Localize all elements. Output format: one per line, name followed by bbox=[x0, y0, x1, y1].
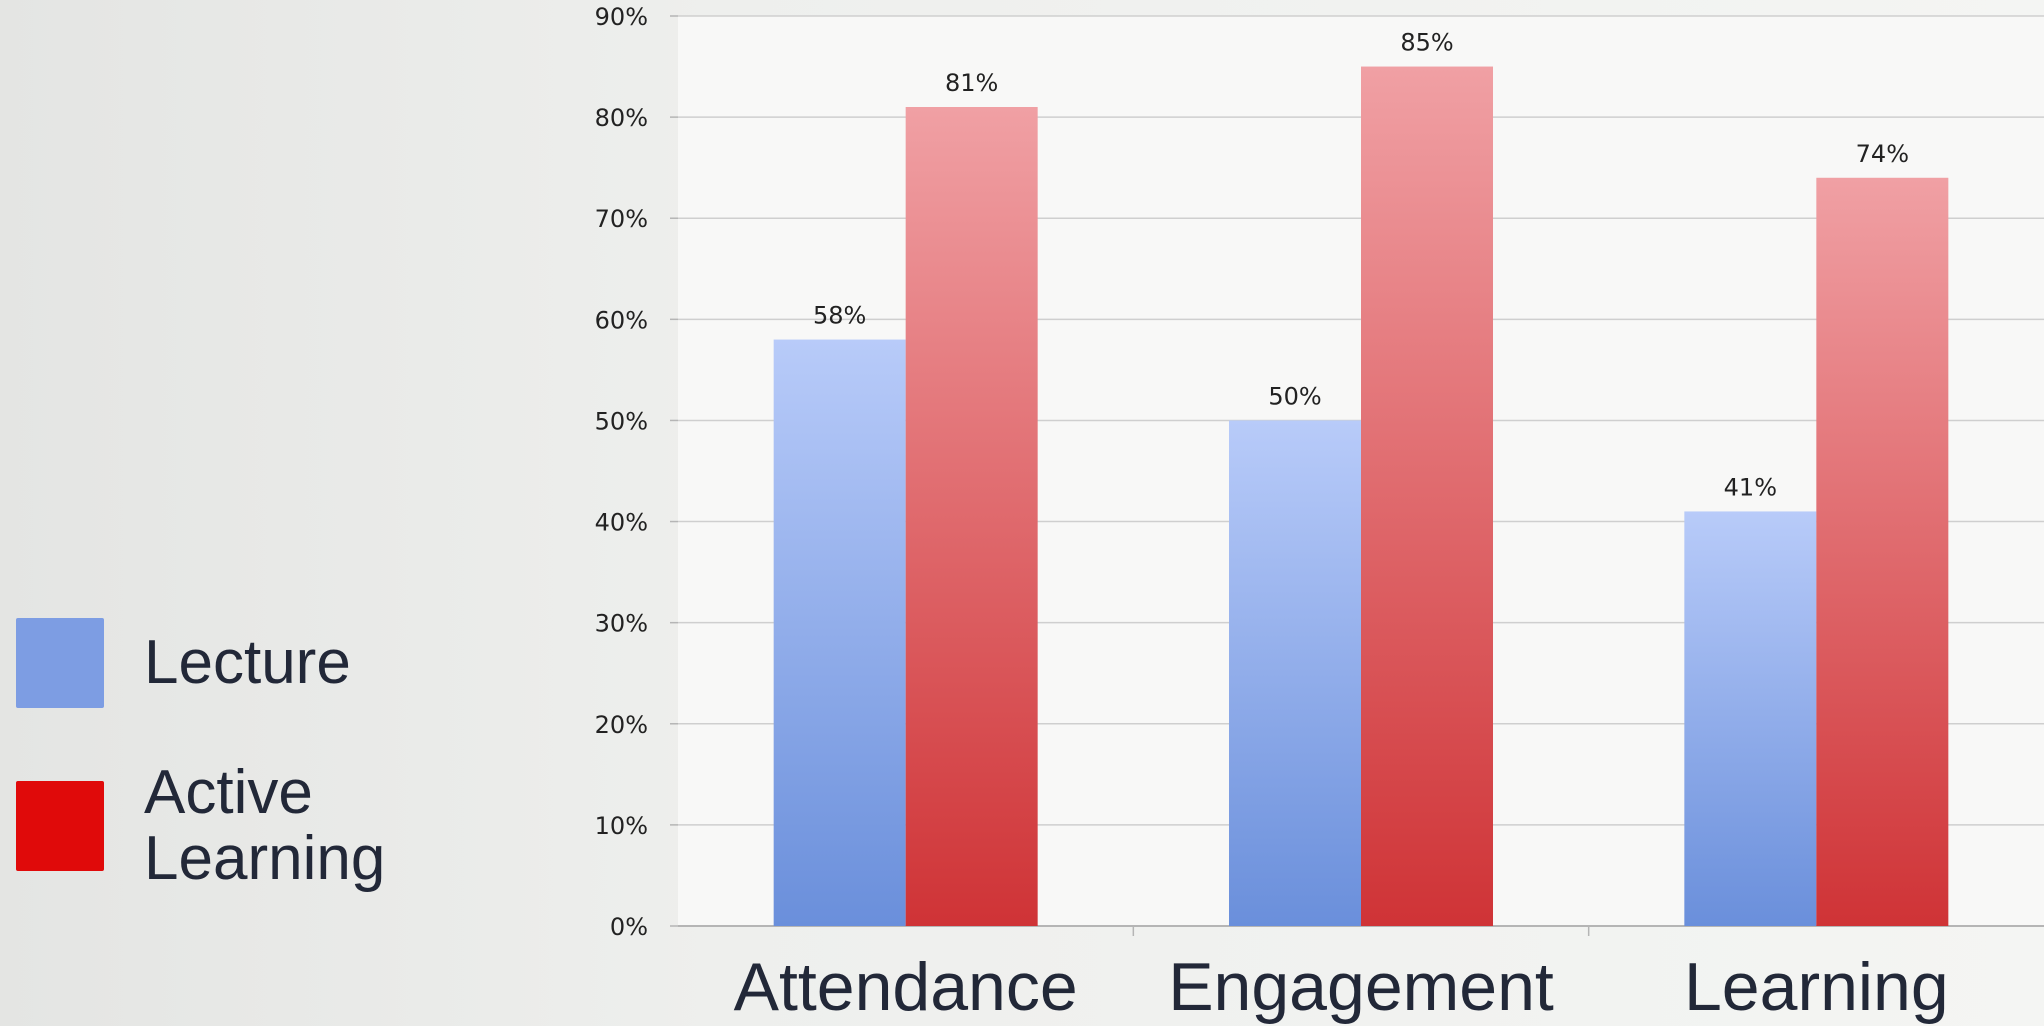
x-tick-label: Engagement bbox=[1168, 949, 1554, 1025]
bars bbox=[773, 66, 1949, 927]
bar-learning-series-1 bbox=[1816, 177, 1949, 926]
y-tick-label: 0% bbox=[610, 913, 648, 941]
bar-attendance-series-0 bbox=[773, 339, 906, 926]
data-label: 81% bbox=[945, 69, 998, 97]
y-tick-label: 50% bbox=[595, 407, 648, 435]
x-tick-label: Attendance bbox=[734, 949, 1078, 1025]
data-label: 58% bbox=[813, 302, 866, 330]
y-tick-label: 40% bbox=[595, 509, 648, 537]
y-tick-label: 20% bbox=[595, 711, 648, 739]
data-label: 85% bbox=[1400, 29, 1453, 57]
y-tick-label: 70% bbox=[595, 205, 648, 233]
data-label: 50% bbox=[1268, 382, 1321, 410]
y-tick-label: 10% bbox=[595, 812, 648, 840]
x-axis-labels: Attendance Engagement Learning bbox=[734, 949, 1949, 1025]
legend-swatch-active-learning bbox=[16, 781, 104, 871]
legend-label-active-learning: Active Learning bbox=[144, 758, 386, 893]
y-tick-label: 80% bbox=[595, 104, 648, 132]
bar-engagement-series-0 bbox=[1229, 420, 1361, 926]
y-axis-ticks: 0% 10% 20% 30% 40% 50% 60% 70% 80% 90% bbox=[595, 3, 648, 941]
legend-label-lecture: Lecture bbox=[144, 628, 351, 697]
bar-learning-series-0 bbox=[1684, 511, 1817, 926]
x-tick-label: Learning bbox=[1684, 949, 1949, 1025]
bar-engagement-series-1 bbox=[1361, 66, 1493, 927]
y-tick-label: 90% bbox=[595, 3, 648, 31]
legend-item-lecture: Lecture bbox=[16, 618, 351, 708]
y-tick-label: 60% bbox=[595, 306, 648, 334]
bar-attendance-series-1 bbox=[905, 107, 1038, 926]
y-tick-label: 30% bbox=[595, 610, 648, 638]
data-labels: 58% 81% 50% 85% 41% 74% bbox=[813, 29, 1909, 502]
legend-item-active-learning: Active Learning bbox=[16, 760, 385, 892]
legend-swatch-lecture bbox=[16, 618, 104, 708]
data-label: 41% bbox=[1724, 473, 1777, 501]
data-label: 74% bbox=[1856, 140, 1909, 168]
